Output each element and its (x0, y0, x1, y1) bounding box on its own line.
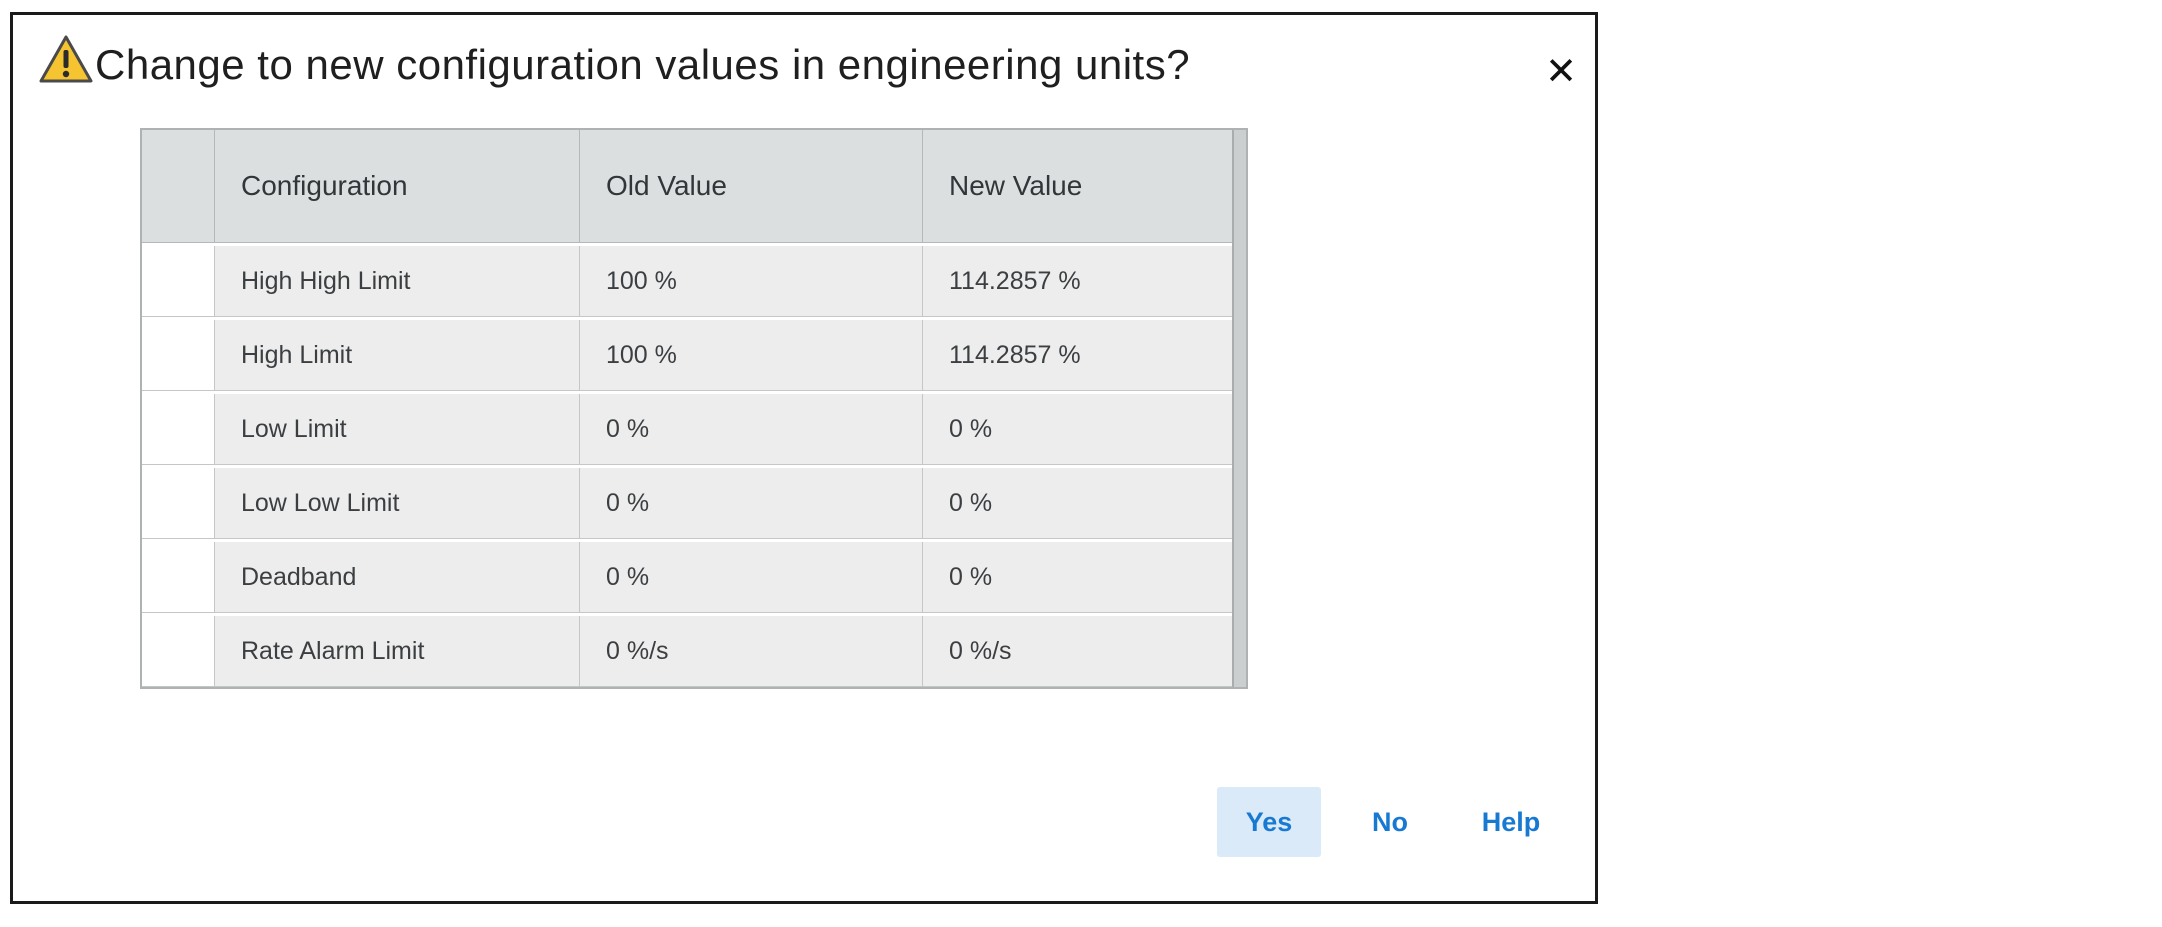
cell-old-value: 100 % (580, 246, 923, 317)
table-row[interactable]: High Limit 100 % 114.2857 % (142, 320, 1234, 391)
no-button[interactable]: No (1338, 787, 1442, 857)
table-row[interactable]: Low Low Limit 0 % 0 % (142, 468, 1234, 539)
cell-old-value: 100 % (580, 320, 923, 391)
cell-old-value: 0 % (580, 394, 923, 465)
cell-configuration: Low Limit (215, 394, 580, 465)
close-icon: ✕ (1545, 51, 1577, 93)
table-row[interactable]: Low Limit 0 % 0 % (142, 394, 1234, 465)
cell-configuration: Low Low Limit (215, 468, 580, 539)
row-selector-cell[interactable] (142, 246, 215, 317)
dialog-button-row: Yes No Help (1217, 787, 1563, 857)
row-selector-cell[interactable] (142, 468, 215, 539)
row-selector-cell[interactable] (142, 394, 215, 465)
yes-button[interactable]: Yes (1217, 787, 1321, 857)
cell-old-value: 0 % (580, 542, 923, 613)
table-content: Configuration Old Value New Value High H… (142, 130, 1234, 687)
column-header-rowselector (142, 130, 215, 242)
cell-new-value: 0 % (923, 394, 1234, 465)
row-selector-cell[interactable] (142, 542, 215, 613)
cell-new-value: 114.2857 % (923, 246, 1234, 317)
dialog-titlebar: Change to new configuration values in en… (13, 15, 1595, 115)
warning-icon (39, 34, 93, 84)
column-header-old-value: Old Value (580, 130, 923, 242)
help-button[interactable]: Help (1459, 787, 1563, 857)
scrollbar-track[interactable] (1232, 130, 1246, 687)
cell-new-value: 0 %/s (923, 616, 1234, 687)
column-header-configuration: Configuration (215, 130, 580, 242)
confirmation-dialog: Change to new configuration values in en… (10, 12, 1598, 904)
cell-new-value: 0 % (923, 542, 1234, 613)
cell-configuration: Rate Alarm Limit (215, 616, 580, 687)
table-row[interactable]: Deadband 0 % 0 % (142, 542, 1234, 613)
configuration-table: Configuration Old Value New Value High H… (140, 128, 1248, 689)
table-header-row: Configuration Old Value New Value (142, 130, 1234, 243)
cell-configuration: High Limit (215, 320, 580, 391)
cell-new-value: 114.2857 % (923, 320, 1234, 391)
dialog-title: Change to new configuration values in en… (95, 41, 1191, 88)
cell-old-value: 0 %/s (580, 616, 923, 687)
row-selector-cell[interactable] (142, 616, 215, 687)
cell-configuration: Deadband (215, 542, 580, 613)
cell-new-value: 0 % (923, 468, 1234, 539)
table-row[interactable]: Rate Alarm Limit 0 %/s 0 %/s (142, 616, 1234, 687)
table-body: High High Limit 100 % 114.2857 % High Li… (142, 246, 1234, 687)
row-selector-cell[interactable] (142, 320, 215, 391)
cell-old-value: 0 % (580, 468, 923, 539)
column-header-new-value: New Value (923, 130, 1234, 242)
close-button[interactable]: ✕ (1535, 45, 1587, 99)
table-row[interactable]: High High Limit 100 % 114.2857 % (142, 246, 1234, 317)
cell-configuration: High High Limit (215, 246, 580, 317)
